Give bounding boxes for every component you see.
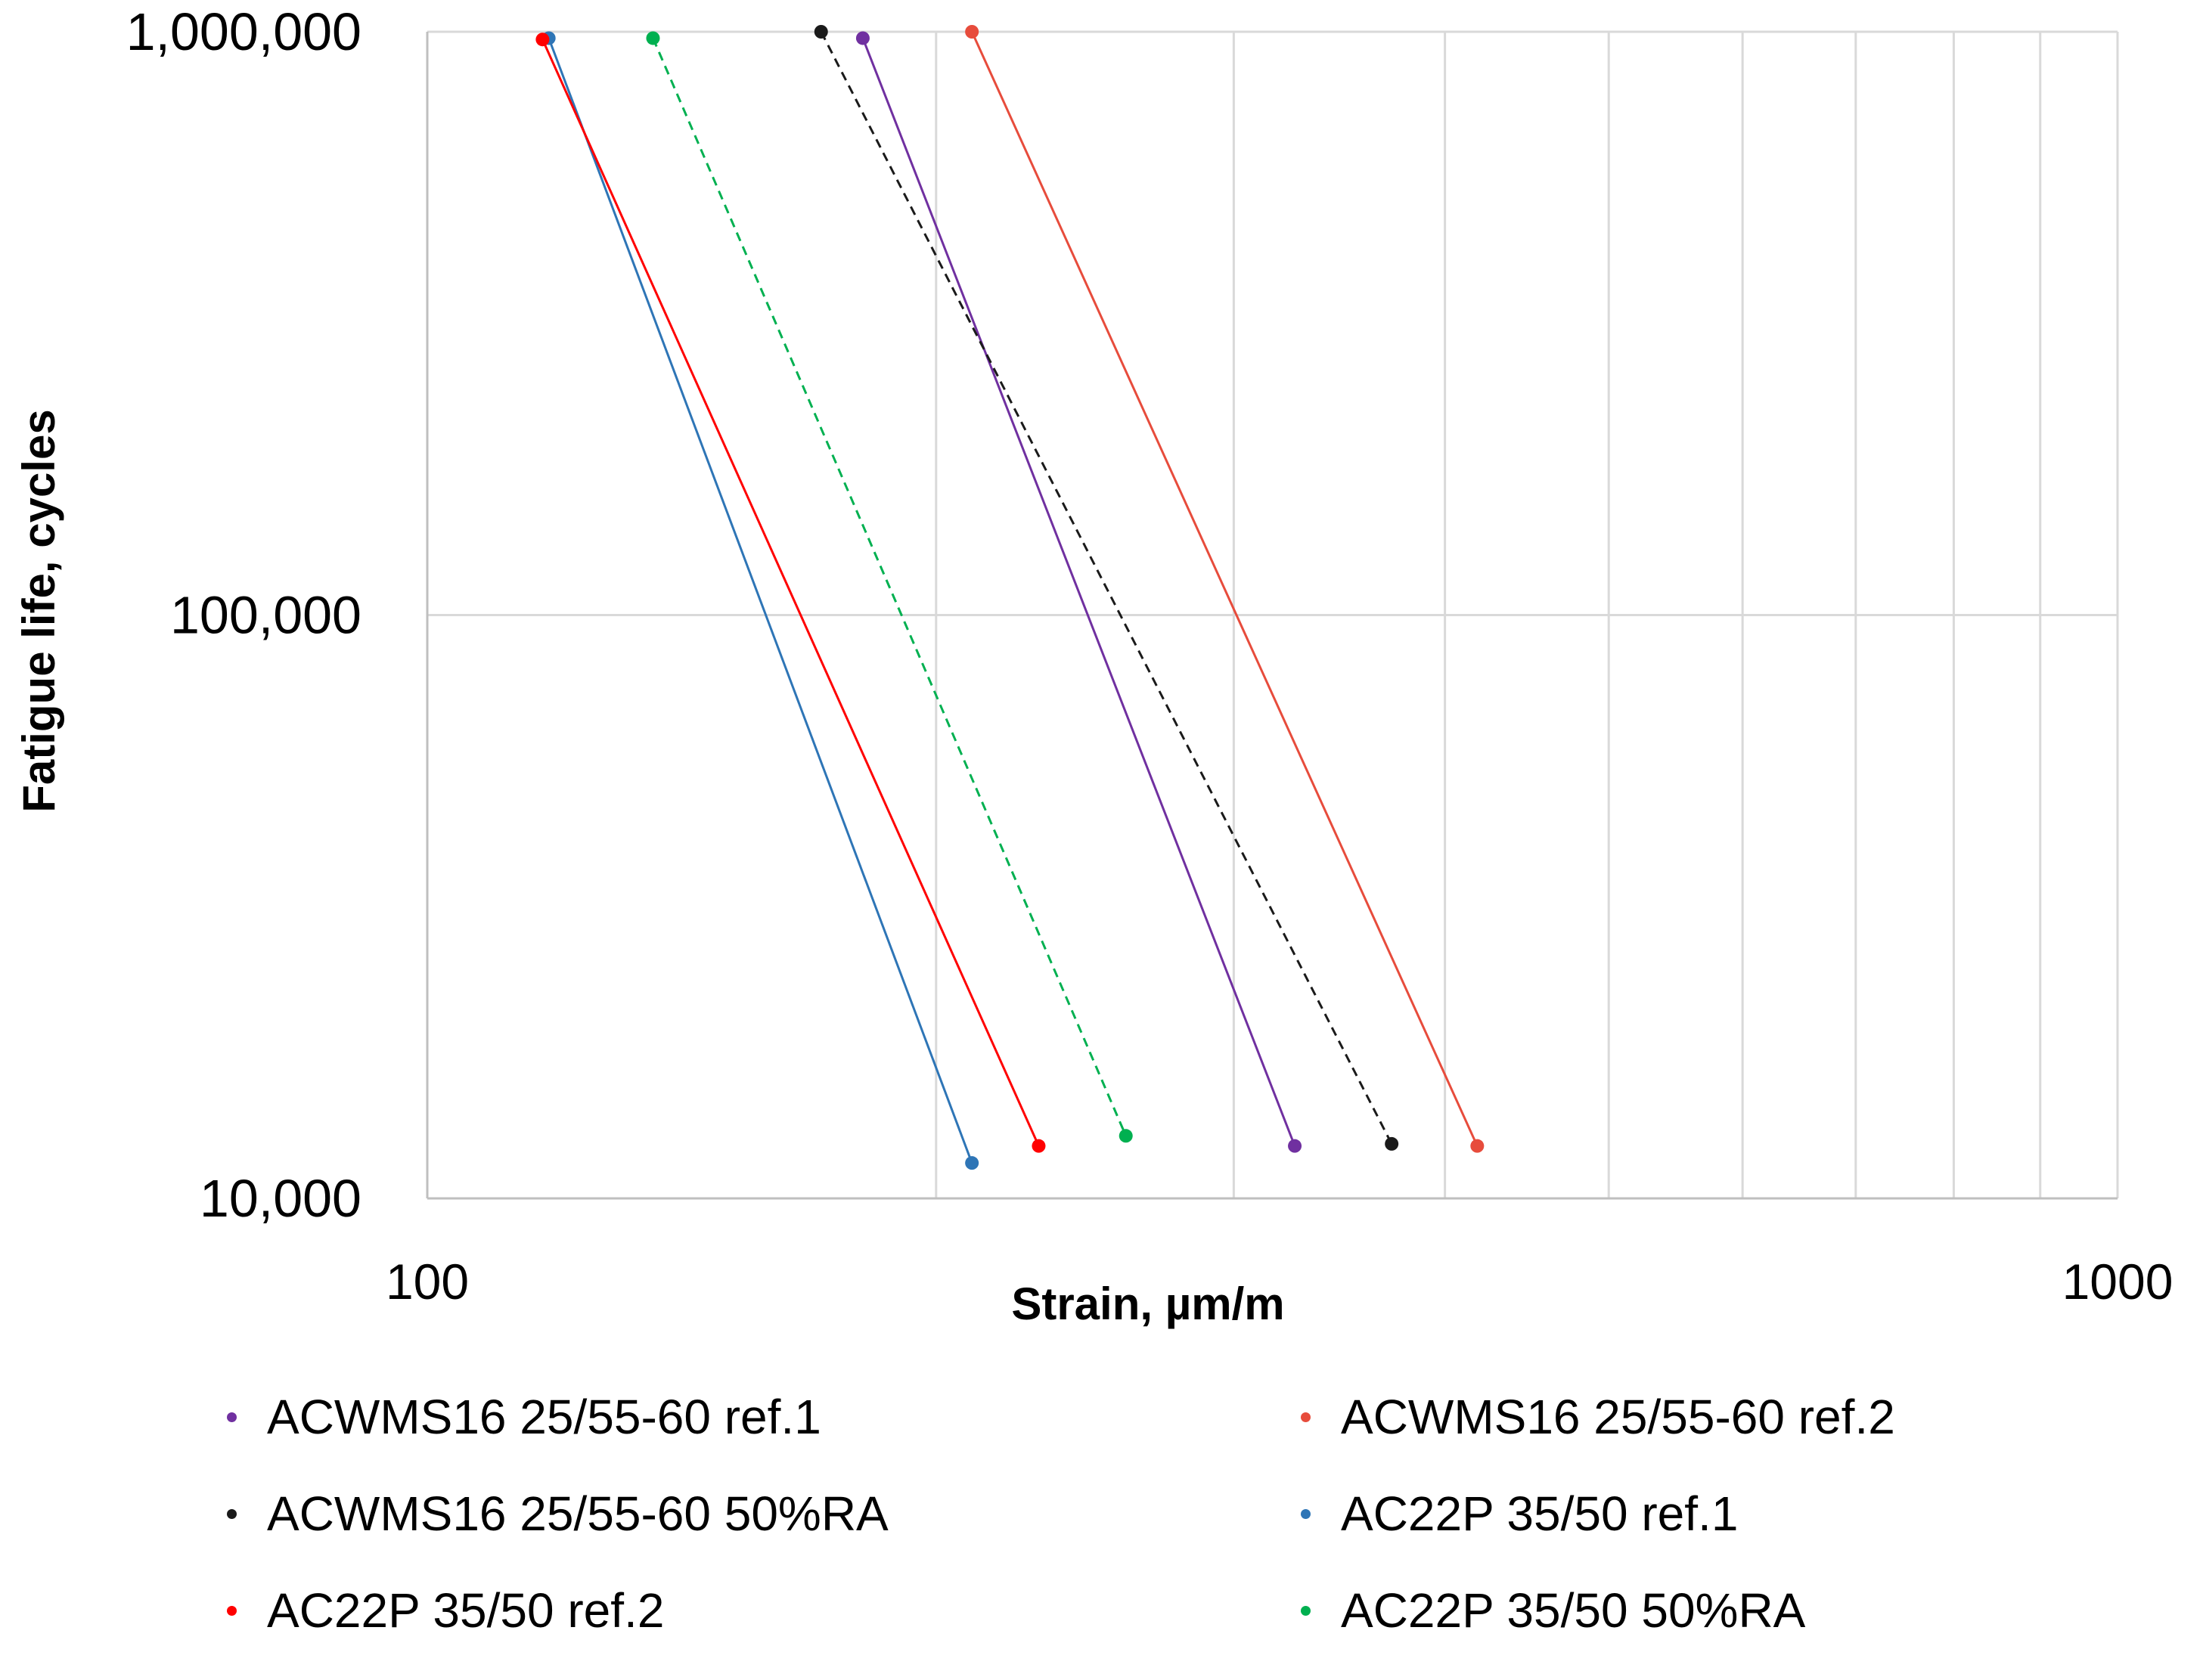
series-line (861, 37, 1296, 1147)
data-point (1119, 1129, 1133, 1143)
series-line (970, 31, 1478, 1147)
legend-label: ACWMS16 25/55-60 ref.1 (267, 1390, 821, 1444)
legend-label: ACWMS16 25/55-60 50%RA (267, 1486, 889, 1541)
data-point (814, 25, 828, 39)
data-point (646, 31, 660, 45)
legend-item: AC22P 35/50 ref.2 (227, 1577, 1301, 1644)
series (965, 25, 1485, 1153)
series-line (820, 31, 1393, 1145)
legend-label: ACWMS16 25/55-60 ref.2 (1341, 1390, 1895, 1444)
series-layer (535, 25, 1485, 1170)
legend-item: AC22P 35/50 50%RA (1301, 1577, 2080, 1644)
legend-label: AC22P 35/50 ref.2 (267, 1583, 665, 1638)
y-tick-label: 10,000 (200, 1169, 361, 1228)
data-point (965, 25, 979, 39)
series-line (548, 37, 973, 1164)
series (646, 31, 1133, 1143)
tick-labels: 1,000,000 100,000 10,000 100 1000 (126, 2, 2174, 1310)
legend-marker-icon (227, 1605, 237, 1616)
x-tick-label: 1000 (2062, 1254, 2174, 1310)
series (535, 33, 1046, 1153)
legend-marker-icon (1301, 1412, 1311, 1422)
legend-label: AC22P 35/50 ref.1 (1341, 1486, 1739, 1541)
legend-marker-icon (1301, 1508, 1311, 1519)
legend-item: ACWMS16 25/55-60 ref.2 (1301, 1384, 2080, 1450)
legend-item: ACWMS16 25/55-60 ref.1 (227, 1384, 1301, 1450)
x-tick-label: 100 (386, 1254, 469, 1310)
y-tick-label: 100,000 (170, 586, 361, 645)
data-point (1470, 1139, 1485, 1153)
legend-item: ACWMS16 25/55-60 50%RA (227, 1480, 1301, 1547)
y-axis-title: Fatigue life, cycles (14, 409, 64, 813)
data-point (1385, 1136, 1399, 1151)
legend-marker-icon (1301, 1605, 1311, 1616)
legend-marker-icon (227, 1508, 237, 1519)
series (814, 25, 1399, 1151)
legend-label: AC22P 35/50 50%RA (1341, 1583, 1806, 1638)
fatigue-chart: 1,000,000 100,000 10,000 100 1000 Strain, µm… (14, 2, 2174, 1329)
legend-item: AC22P 35/50 ref.1 (1301, 1480, 2080, 1547)
grid (426, 30, 2119, 1200)
data-point (1288, 1139, 1302, 1153)
data-point (1032, 1139, 1046, 1153)
legend-marker-icon (227, 1412, 237, 1422)
series (855, 31, 1302, 1153)
data-point (965, 1156, 979, 1170)
series-line (541, 39, 1040, 1147)
series-line (652, 37, 1128, 1136)
data-point (535, 33, 550, 47)
x-axis-title: Strain, µm/m (1011, 1279, 1284, 1329)
legend: ACWMS16 25/55-60 ref.1 ACWMS16 25/55-60 r… (227, 1384, 2080, 1644)
y-tick-label: 1,000,000 (126, 2, 361, 61)
data-point (855, 31, 870, 45)
series (541, 31, 979, 1170)
